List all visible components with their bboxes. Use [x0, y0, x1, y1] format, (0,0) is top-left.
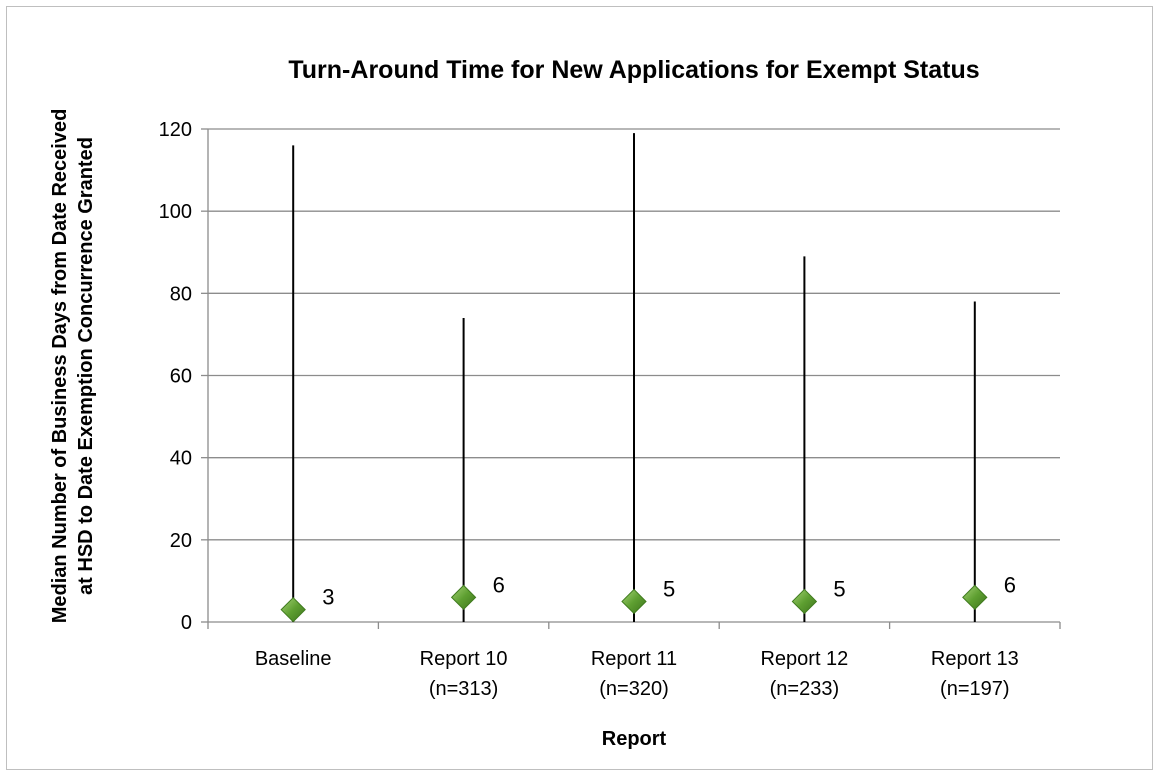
x-axis-title: Report: [602, 728, 667, 750]
median-markers: [280, 584, 988, 623]
x-tick-sublabel-4: (n=197): [940, 678, 1010, 700]
y-tick-label-0: 0: [181, 612, 192, 634]
data-label-1: 6: [493, 572, 505, 597]
y-axis-title-line-2: at HSD to Date Exemption Concurrence Gra…: [75, 137, 97, 595]
y-tick-label-40: 40: [170, 448, 192, 470]
y-tick-label-100: 100: [159, 201, 192, 223]
y-tick-label-60: 60: [170, 366, 192, 388]
x-tick-sublabel-3: (n=233): [770, 678, 840, 700]
x-tick-label-1: Report 10: [420, 648, 508, 670]
x-tick-label-0: Baseline: [255, 648, 332, 670]
data-label-2: 5: [663, 576, 675, 601]
data-label-4: 6: [1004, 572, 1016, 597]
median-marker-1: [450, 584, 477, 611]
data-label-3: 5: [833, 576, 845, 601]
x-tick-sublabel-2: (n=320): [599, 678, 669, 700]
chart-title: Turn-Around Time for New Applications fo…: [288, 56, 979, 84]
data-labels: 3 6 5 5 6: [322, 572, 1016, 609]
median-marker-0: [280, 596, 306, 623]
median-marker-3: [791, 588, 818, 615]
x-tick-label-2: Report 11: [591, 648, 677, 670]
y-tick-labels: 0 20 40 60 80 100 120: [159, 119, 192, 634]
data-label-0: 3: [322, 585, 334, 610]
gridlines: [201, 128, 1060, 623]
range-lines: [292, 133, 976, 622]
median-marker-4: [962, 584, 988, 611]
x-tick-sublabel-1: (n=313): [429, 678, 499, 700]
median-marker-2: [621, 588, 647, 615]
x-tick-label-4: Report 13: [931, 648, 1019, 670]
x-tick-label-3: Report 12: [760, 648, 848, 670]
y-axis-title-line-1: Median Number of Business Days from Date…: [49, 109, 71, 624]
x-tick-labels: Baseline Report 10 (n=313) Report 11 (n=320)…: [255, 648, 1019, 700]
y-tick-label-20: 20: [170, 530, 192, 552]
y-tick-label-120: 120: [159, 119, 192, 141]
chart-frame: [6, 6, 1153, 770]
y-tick-label-80: 80: [170, 283, 192, 305]
